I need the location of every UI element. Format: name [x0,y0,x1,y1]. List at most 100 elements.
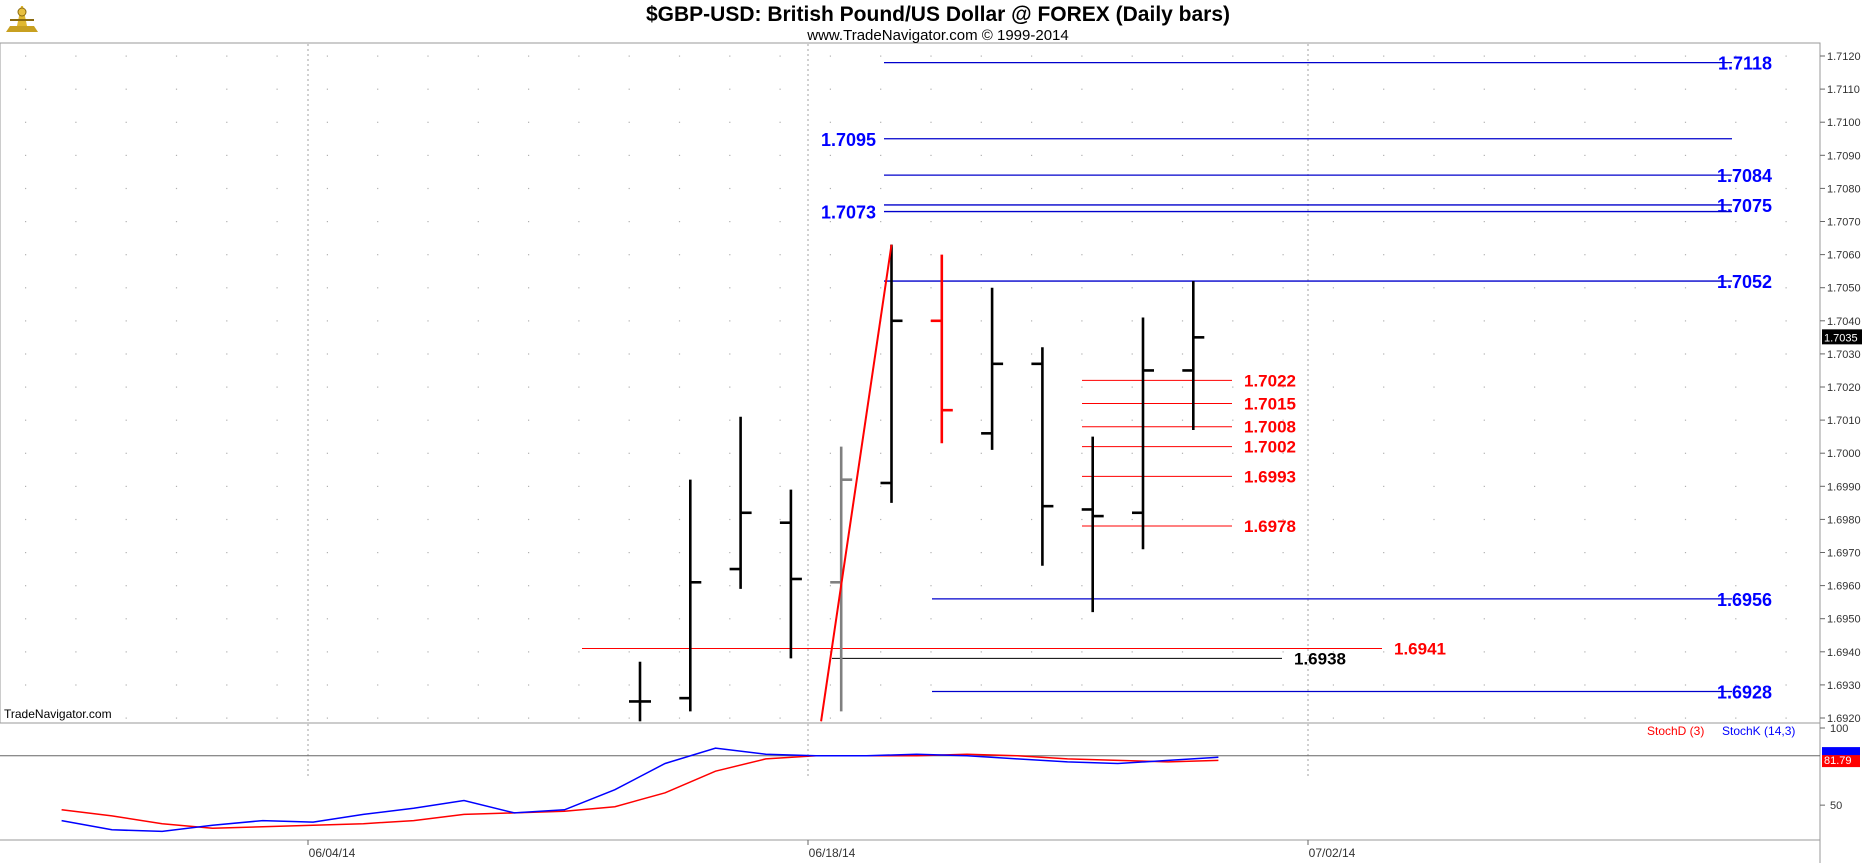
ohlc-bar [729,416,752,589]
grid-dot [1031,353,1033,355]
grid-dot [1081,353,1083,355]
grid-dot [226,88,228,90]
grid-dot [75,717,77,719]
grid-dot [25,684,27,686]
grid-dot [25,386,27,388]
grid-dot [125,518,127,521]
grid-dot [1584,618,1586,620]
grid-dot [25,585,27,587]
grid-dot [1232,618,1234,620]
grid-dot [1031,717,1033,719]
chart-title: $GBP-USD: British Pound/US Dollar @ FORE… [646,3,1230,26]
grid-dot [1081,452,1083,454]
grid-dot [1031,121,1033,123]
grid-dot [1433,55,1435,57]
grid-dot [980,651,982,653]
grid-dot [1684,386,1687,388]
red-level-label: 1.6993 [1244,467,1296,486]
grid-dot [226,187,228,190]
stoch-legend-k: StochK (14,3) [1722,724,1795,738]
grid-dot [1383,88,1385,90]
grid-dot [1332,717,1334,719]
stoch-legend-d: StochD (3) [1647,724,1704,738]
grid-dot [528,651,530,653]
grid-dot [326,485,328,487]
red-long-level-label: 1.6941 [1394,639,1446,658]
grid-dot [1483,684,1485,686]
grid-dot [1181,452,1184,454]
grid-dot [1785,121,1787,123]
grid-dot [980,88,982,90]
ohlc-bar [1031,347,1054,566]
y-tick-label: 1.7100 [1827,117,1861,129]
grid-dot [1181,585,1184,587]
grid-dot [1282,320,1284,322]
grid-dot [1332,88,1334,90]
grid-dot [1684,353,1687,355]
grid-dot [1735,552,1737,554]
grid-dot [779,88,781,90]
grid-dot [1584,651,1586,653]
grid-dot [1684,254,1687,256]
grid-dot [980,717,982,719]
grid-dot [1684,518,1687,521]
grid-dot [25,717,27,719]
grid-dot [1684,585,1687,587]
grid-dot [578,419,580,421]
grid-dot [276,55,278,57]
grid-dot [477,287,479,289]
grid-dot [528,618,530,620]
grid-dot [1031,154,1033,156]
grid-dot [729,353,731,355]
grid-dot [1332,518,1334,521]
grid-dot [578,552,580,554]
grid-dot [1684,452,1687,454]
grid-dot [779,618,781,620]
grid-dot [477,386,479,388]
grid-dot [829,187,831,190]
grid-dot [1383,552,1385,554]
grid-dot [1081,154,1083,156]
grid-dot [1433,121,1435,123]
y-tick-label: 1.7020 [1827,382,1861,394]
grid-dot [779,187,781,190]
grid-dot [427,221,429,223]
grid-dot [1031,221,1033,223]
grid-dot [779,386,781,388]
grid-dot [377,452,379,454]
grid-dot [1534,55,1536,57]
grid-dot [1282,684,1284,686]
grid-dot [1684,154,1687,156]
grid-dot [1785,518,1787,521]
grid-dot [377,651,379,653]
grid-dot [1232,88,1234,90]
grid-dot [729,717,731,719]
grid-dot [1282,386,1284,388]
grid-dot [578,187,580,190]
grid-dot [226,55,228,57]
grid-dot [477,254,479,256]
grid-dot [628,419,630,421]
grid-dot [1282,651,1284,653]
grid-dot [930,187,932,190]
grid-dot [1785,287,1787,289]
red-level-label: 1.7022 [1244,371,1296,390]
grid-dot [226,485,228,487]
grid-dot [1383,518,1385,521]
grid-dot [1131,419,1133,421]
grid-dot [1684,187,1687,190]
grid-dot [75,585,77,587]
red-level-label: 1.6978 [1244,517,1296,536]
grid-dot [829,287,831,289]
grid-dot [25,452,27,454]
grid-dot [578,717,580,719]
blue-level-label: 1.7052 [1717,272,1772,292]
grid-dot [930,485,932,487]
grid-dot [628,552,630,554]
grid-dot [477,552,479,554]
grid-dot [377,221,379,223]
grid-dot [1684,221,1687,223]
grid-dot [1383,254,1385,256]
grid-dot [880,121,882,123]
grid-dot [628,518,630,521]
